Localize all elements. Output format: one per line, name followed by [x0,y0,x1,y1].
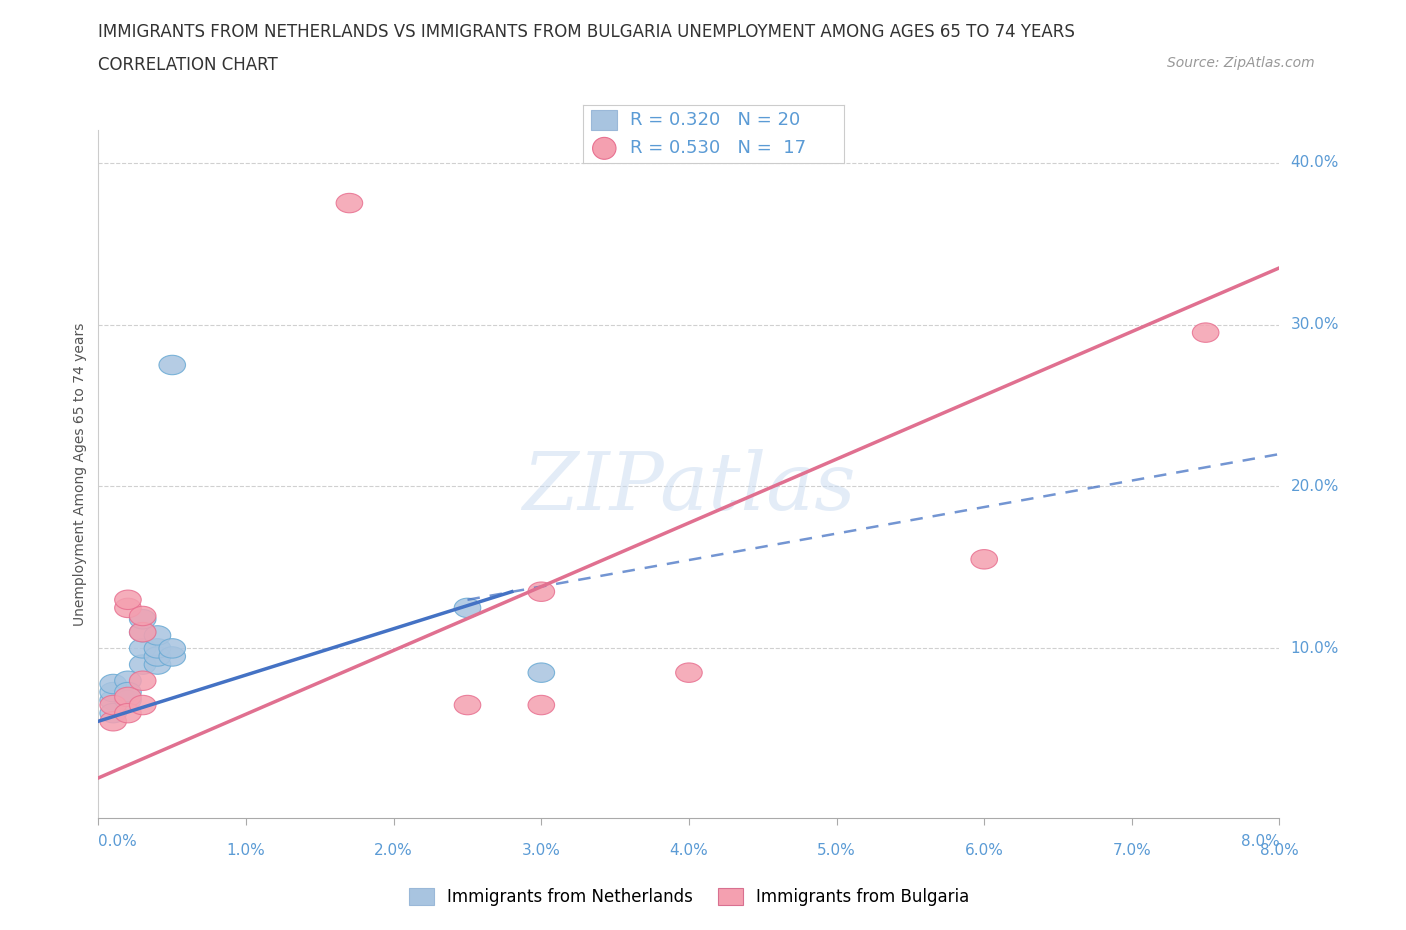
Ellipse shape [100,674,127,694]
Ellipse shape [454,696,481,715]
Ellipse shape [676,663,702,683]
Ellipse shape [336,193,363,213]
Text: 5.0%: 5.0% [817,844,856,858]
Text: 1.0%: 1.0% [226,844,266,858]
Ellipse shape [529,582,554,602]
Ellipse shape [129,655,156,674]
Ellipse shape [129,696,156,715]
Ellipse shape [100,703,127,723]
Ellipse shape [972,550,997,569]
Legend: Immigrants from Netherlands, Immigrants from Bulgaria: Immigrants from Netherlands, Immigrants … [402,881,976,912]
Ellipse shape [592,138,616,159]
Ellipse shape [129,606,156,626]
Ellipse shape [100,690,127,710]
Ellipse shape [100,683,127,702]
Ellipse shape [115,598,141,618]
Ellipse shape [454,598,481,618]
Ellipse shape [129,609,156,629]
Ellipse shape [145,639,170,658]
Text: 6.0%: 6.0% [965,844,1004,858]
Ellipse shape [1192,323,1219,342]
Ellipse shape [115,690,141,710]
Text: R = 0.530   N =  17: R = 0.530 N = 17 [630,140,807,157]
Ellipse shape [159,355,186,375]
Ellipse shape [115,703,141,723]
Ellipse shape [529,663,554,683]
Ellipse shape [159,646,186,666]
Ellipse shape [115,683,141,702]
Text: 8.0%: 8.0% [1240,834,1279,849]
Text: ZIPatlas: ZIPatlas [522,449,856,526]
Ellipse shape [145,646,170,666]
Ellipse shape [145,626,170,645]
Ellipse shape [129,622,156,642]
Text: 8.0%: 8.0% [1260,844,1299,858]
Ellipse shape [159,639,186,658]
Y-axis label: Unemployment Among Ages 65 to 74 years: Unemployment Among Ages 65 to 74 years [73,323,87,626]
Ellipse shape [115,590,141,609]
Ellipse shape [145,655,170,674]
Ellipse shape [100,711,127,731]
Ellipse shape [115,671,141,690]
Text: CORRELATION CHART: CORRELATION CHART [98,56,278,73]
Text: 4.0%: 4.0% [669,844,709,858]
Text: R = 0.320   N = 20: R = 0.320 N = 20 [630,111,800,128]
Ellipse shape [115,687,141,707]
FancyBboxPatch shape [592,110,617,130]
Text: Source: ZipAtlas.com: Source: ZipAtlas.com [1167,56,1315,70]
Text: 10.0%: 10.0% [1291,641,1339,656]
Ellipse shape [529,696,554,715]
Text: 7.0%: 7.0% [1112,844,1152,858]
Ellipse shape [129,622,156,642]
Text: 20.0%: 20.0% [1291,479,1339,494]
Text: 3.0%: 3.0% [522,844,561,858]
Text: 0.0%: 0.0% [98,834,138,849]
Ellipse shape [129,671,156,690]
Ellipse shape [129,639,156,658]
Text: IMMIGRANTS FROM NETHERLANDS VS IMMIGRANTS FROM BULGARIA UNEMPLOYMENT AMONG AGES : IMMIGRANTS FROM NETHERLANDS VS IMMIGRANT… [98,23,1076,41]
Text: 30.0%: 30.0% [1291,317,1339,332]
Text: 2.0%: 2.0% [374,844,413,858]
Text: 40.0%: 40.0% [1291,155,1339,170]
Ellipse shape [100,696,127,715]
